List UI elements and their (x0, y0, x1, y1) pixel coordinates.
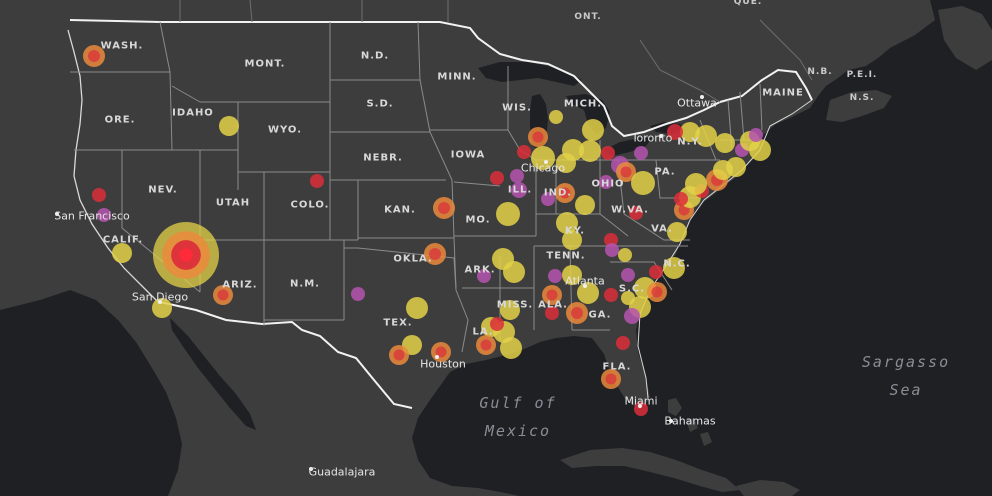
gulf-of-california (170, 318, 256, 430)
us-mexico-border (159, 301, 413, 409)
incident-marker[interactable] (549, 110, 563, 124)
incident-marker[interactable] (562, 230, 582, 250)
incident-marker[interactable] (577, 282, 599, 304)
incident-marker[interactable] (490, 317, 504, 331)
incident-marker[interactable] (500, 300, 520, 320)
incident-marker[interactable] (749, 128, 763, 142)
city-dot (669, 419, 673, 423)
hispaniola (736, 480, 800, 496)
east-coastline (637, 99, 813, 399)
province-borders (179, 0, 813, 103)
incident-marker[interactable] (685, 173, 707, 195)
incident-marker[interactable] (631, 171, 655, 195)
incident-marker[interactable] (477, 269, 491, 283)
city-dot (583, 284, 587, 288)
pacific-gap (0, 290, 182, 496)
incident-marker[interactable] (97, 208, 111, 222)
incident-marker[interactable] (490, 171, 504, 185)
incident-marker[interactable] (634, 402, 648, 416)
incident-marker[interactable] (667, 222, 687, 242)
incident-marker[interactable] (219, 116, 239, 136)
incident-marker[interactable] (541, 192, 555, 206)
incident-marker[interactable] (621, 268, 635, 282)
lake-superior (478, 62, 582, 86)
incident-marker[interactable] (562, 265, 582, 285)
city-dot (158, 300, 162, 304)
city-dot (435, 355, 439, 359)
nova-scotia (826, 90, 892, 122)
incident-marker[interactable] (92, 188, 106, 202)
incident-marker[interactable] (152, 298, 172, 318)
incident-marker[interactable] (351, 287, 365, 301)
incident-marker[interactable] (575, 195, 595, 215)
incident-marker[interactable] (83, 45, 105, 67)
incident-marker[interactable] (566, 302, 588, 324)
incident-marker[interactable] (389, 345, 409, 365)
incident-marker[interactable] (542, 285, 562, 305)
incident-marker[interactable] (605, 243, 619, 257)
incident-marker[interactable] (431, 342, 451, 362)
incident-marker[interactable] (674, 192, 688, 206)
incident-marker[interactable] (601, 146, 615, 160)
state-borders (70, 21, 763, 353)
incident-marker[interactable] (153, 222, 219, 288)
city-dot (638, 404, 642, 408)
incident-marker[interactable] (624, 308, 640, 324)
incident-marker[interactable] (476, 335, 496, 355)
incident-marker[interactable] (726, 157, 746, 177)
incident-marker[interactable] (112, 243, 132, 263)
bahamas-islands (668, 398, 712, 446)
incident-marker[interactable] (599, 175, 613, 189)
incident-marker[interactable] (582, 119, 604, 141)
incident-marker[interactable] (695, 125, 717, 147)
city-dot (544, 160, 548, 164)
incident-marker[interactable] (634, 146, 648, 160)
incident-marker[interactable] (667, 124, 683, 140)
incident-marker[interactable] (715, 133, 735, 153)
incident-marker[interactable] (545, 306, 559, 320)
incident-marker[interactable] (496, 202, 520, 226)
us-canada-border (69, 19, 813, 138)
city-dot (659, 134, 663, 138)
cuba (560, 448, 740, 492)
incident-marker[interactable] (604, 288, 618, 302)
newfoundland-fragment (938, 6, 992, 70)
incident-marker[interactable] (616, 336, 630, 350)
incident-marker[interactable] (517, 145, 531, 159)
incident-marker[interactable] (213, 285, 233, 305)
incident-marker[interactable] (510, 169, 524, 183)
incident-marker[interactable] (433, 197, 455, 219)
incident-marker[interactable] (629, 206, 643, 220)
lake-erie (604, 138, 652, 156)
incident-marker[interactable] (616, 162, 636, 182)
incident-marker[interactable] (562, 139, 584, 161)
city-dot (309, 467, 313, 471)
incident-marker[interactable] (406, 297, 428, 319)
incident-marker[interactable] (503, 261, 525, 283)
city-dot (55, 212, 59, 216)
incident-marker[interactable] (528, 127, 548, 147)
incident-marker[interactable] (663, 257, 685, 279)
incident-marker[interactable] (649, 265, 663, 279)
incident-marker[interactable] (424, 243, 446, 265)
incident-marker[interactable] (310, 174, 324, 188)
incident-marker[interactable] (601, 369, 621, 389)
incident-marker[interactable] (548, 269, 562, 283)
incident-marker[interactable] (531, 146, 555, 170)
incident-marker[interactable] (680, 122, 700, 142)
incident-marker[interactable] (500, 337, 522, 359)
incident-marker[interactable] (749, 139, 771, 161)
incident-marker[interactable] (511, 182, 527, 198)
city-dot (700, 95, 704, 99)
incident-marker[interactable] (555, 183, 575, 203)
incident-marker[interactable] (556, 212, 578, 234)
west-coastline (67, 29, 159, 303)
incident-marker[interactable] (618, 248, 632, 262)
incident-marker[interactable] (579, 140, 601, 162)
incident-marker[interactable] (647, 282, 667, 302)
